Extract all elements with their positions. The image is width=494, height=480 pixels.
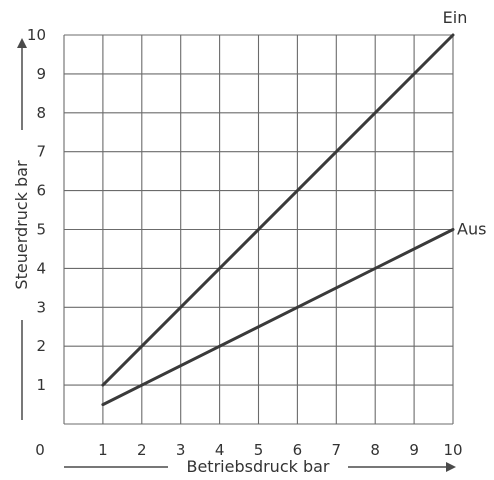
y-axis-arrowhead — [17, 38, 27, 48]
y-tick-label: 9 — [36, 65, 46, 83]
y-tick-label: 6 — [36, 182, 46, 200]
y-tick-label: 7 — [36, 143, 46, 161]
y-axis-title: Steuerdruck bar — [12, 160, 31, 290]
x-tick-label: 8 — [370, 441, 380, 459]
x-tick-label: 7 — [332, 441, 342, 459]
series-layer: Ein Aus — [101, 8, 486, 407]
y-tick-label: 8 — [36, 104, 46, 122]
x-tick-label: 9 — [409, 441, 419, 459]
tick-labels: 0 1 2 3 4 5 6 7 8 9 10 1 2 3 4 5 6 7 8 9 10 — [27, 26, 463, 459]
y-tick-label: 10 — [27, 26, 46, 44]
x-axis-title-group: Betriebsdruck bar — [64, 457, 456, 476]
y-tick-label: 5 — [36, 221, 46, 239]
series-line-aus — [101, 228, 455, 407]
x-tick-label: 2 — [137, 441, 147, 459]
x-tick-label: 5 — [254, 441, 264, 459]
series-label-aus: Aus — [457, 220, 486, 239]
x-tick-label: 0 — [35, 441, 45, 459]
y-tick-label: 4 — [36, 259, 46, 277]
y-tick-label: 3 — [36, 298, 46, 316]
x-tick-label: 3 — [176, 441, 186, 459]
x-tick-label: 10 — [443, 441, 462, 459]
grid — [63, 34, 454, 425]
x-tick-label: 6 — [293, 441, 303, 459]
series-label-ein: Ein — [443, 8, 468, 27]
y-tick-label: 2 — [36, 337, 46, 355]
x-tick-label: 1 — [98, 441, 108, 459]
x-axis-arrowhead — [446, 462, 456, 472]
x-tick-label: 4 — [215, 441, 225, 459]
y-tick-label: 1 — [36, 376, 46, 394]
y-axis-title-group: Steuerdruck bar — [12, 38, 31, 420]
x-axis-title: Betriebsdruck bar — [186, 457, 329, 476]
series-line-ein — [101, 33, 455, 387]
